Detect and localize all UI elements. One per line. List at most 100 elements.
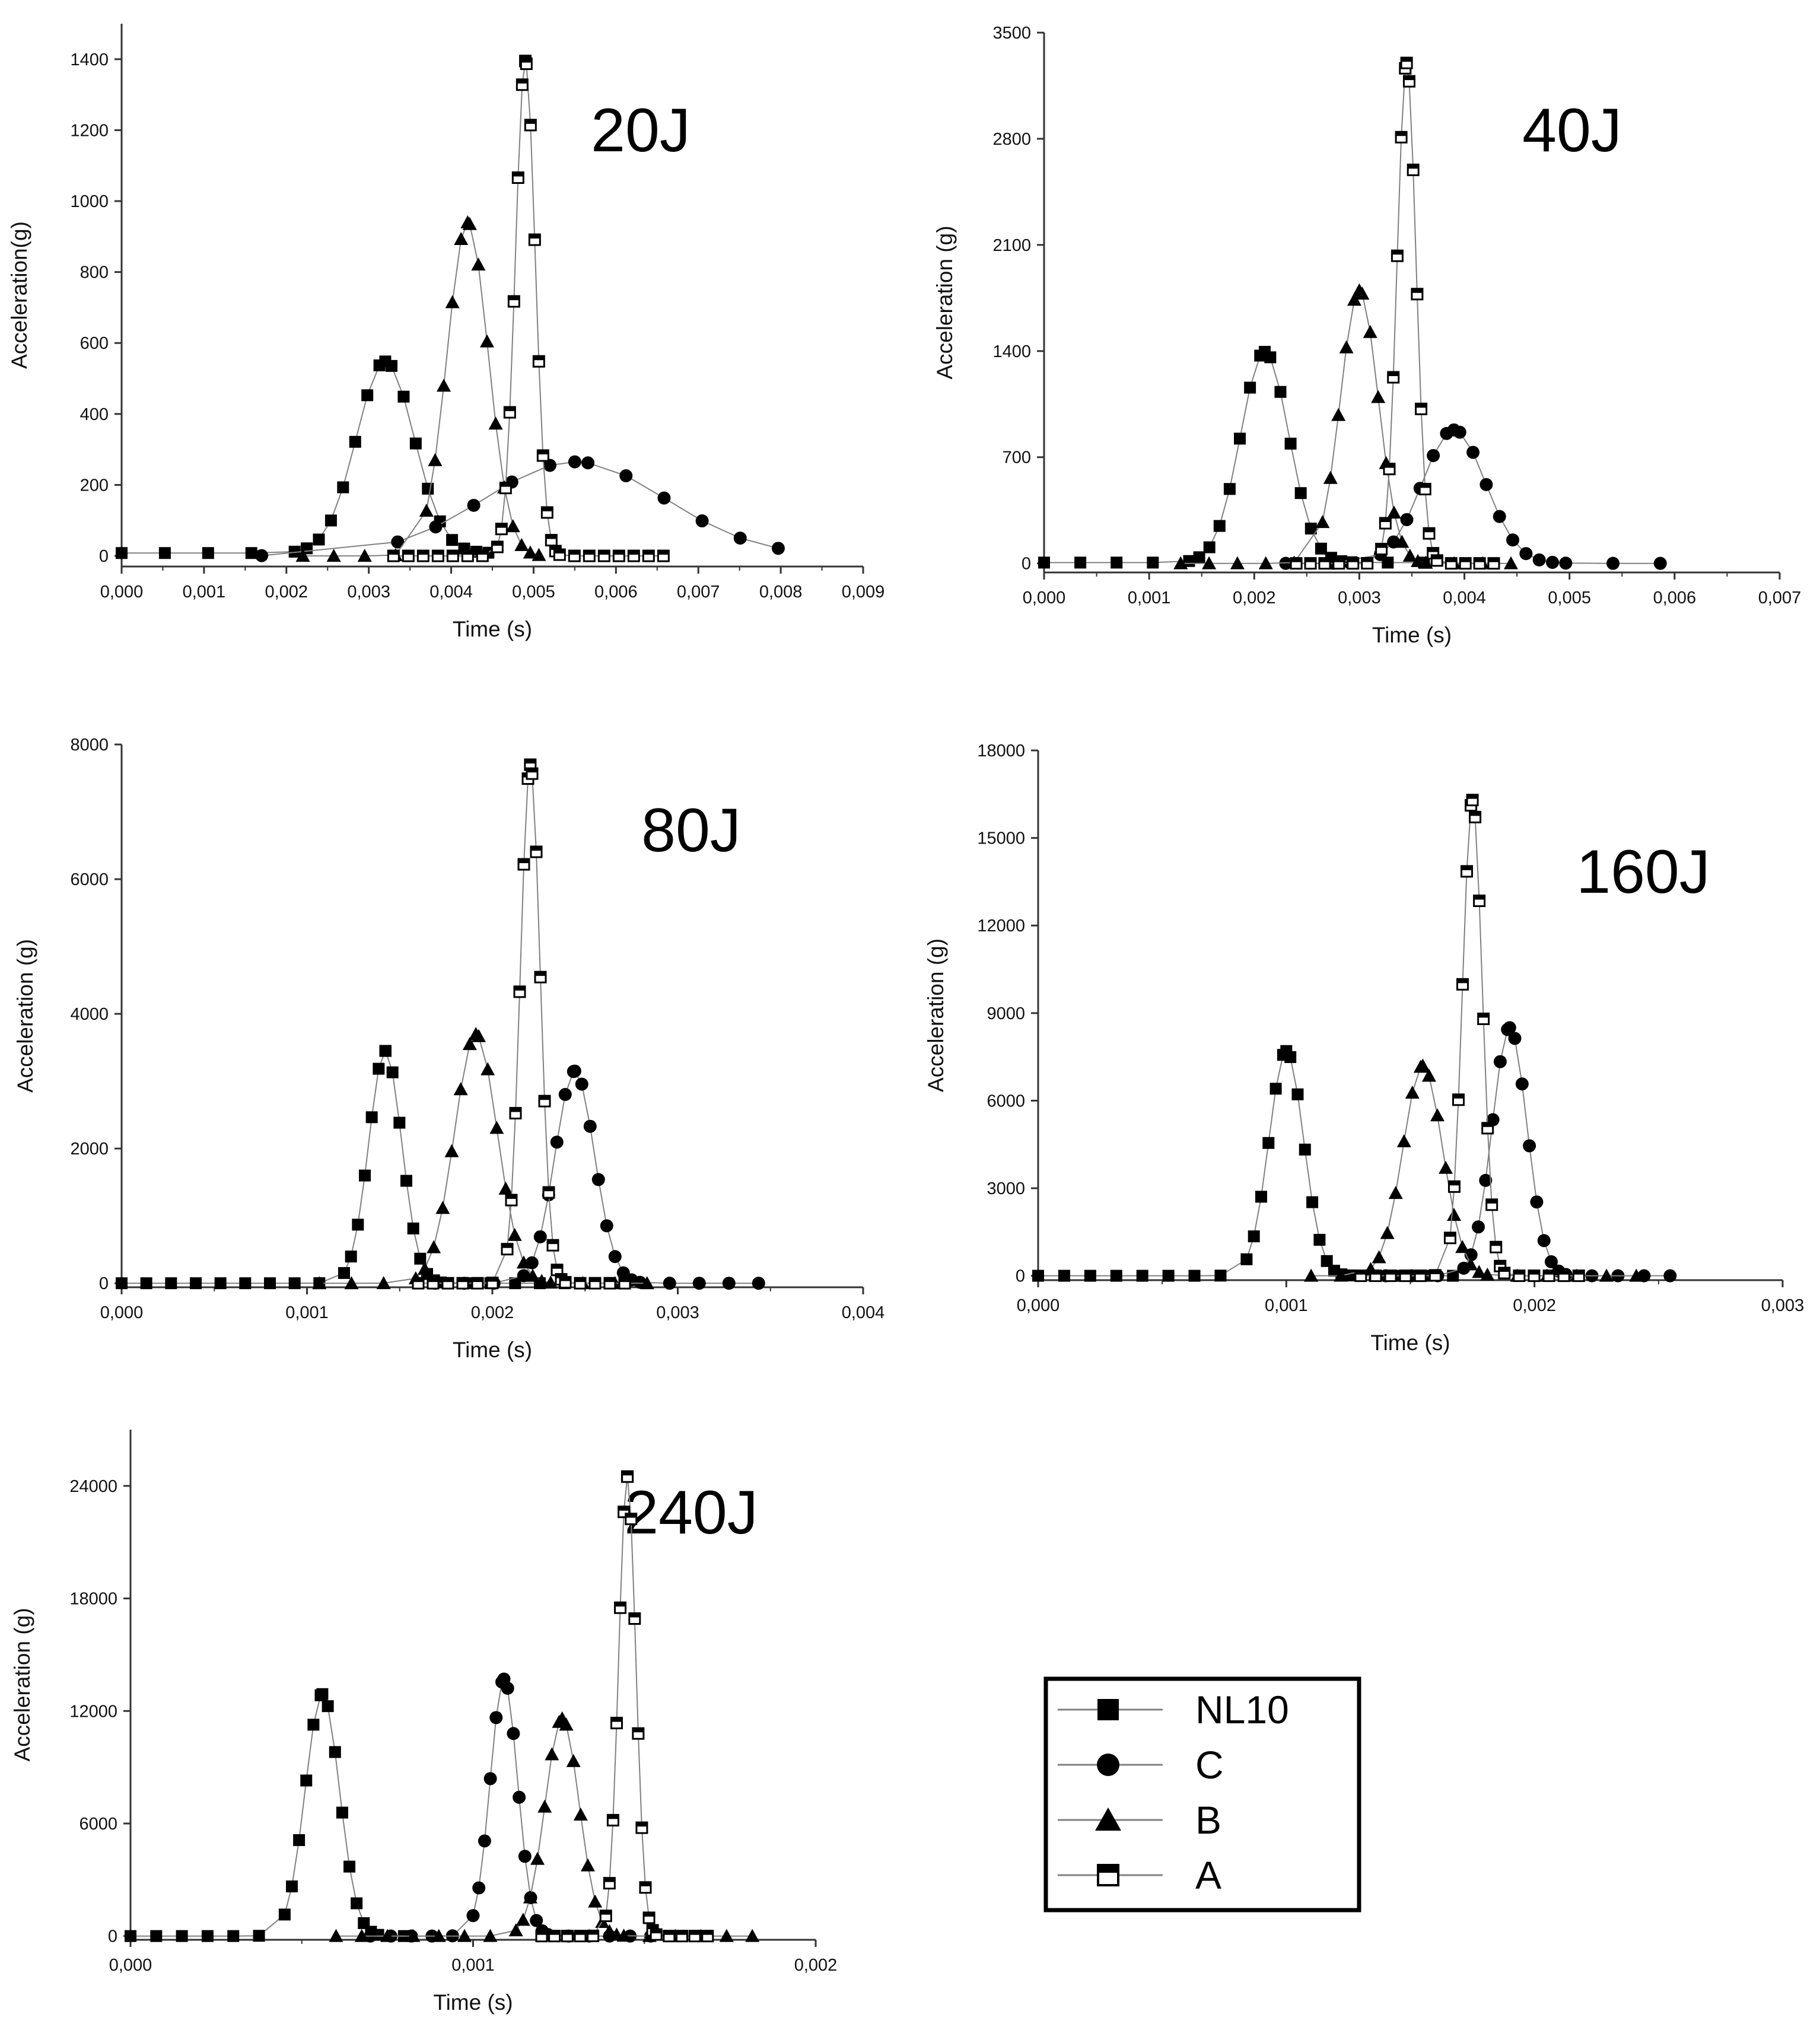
- legend-label-b: B: [1195, 1798, 1221, 1842]
- data-point-a: [612, 549, 625, 562]
- data-point-a: [412, 1277, 425, 1290]
- series-a: [535, 1470, 714, 1943]
- data-point-a: [499, 482, 512, 495]
- data-point-nl10: [1248, 1230, 1260, 1243]
- data-point-c: [472, 1881, 486, 1895]
- data-point-b: [472, 1029, 486, 1042]
- data-point-b: [326, 549, 341, 562]
- data-point-nl10: [324, 514, 337, 527]
- data-point-b: [1202, 556, 1217, 569]
- data-point-b: [295, 549, 310, 562]
- data-point-nl10: [352, 1218, 364, 1231]
- data-point-b: [329, 1929, 343, 1942]
- data-point-c: [568, 1064, 581, 1078]
- data-point-c: [1545, 1255, 1558, 1268]
- chart-panel-20j: 0,000 0,001 0,002 0,003 0,004 0,005 0,006 0,007…: [7, 24, 884, 641]
- y-tick-label: 18000: [69, 1590, 117, 1609]
- data-point-nl10: [201, 1930, 214, 1942]
- data-point-c: [1400, 513, 1414, 526]
- data-point-b: [1331, 408, 1346, 421]
- data-point-a: [1399, 1269, 1412, 1283]
- x-tick-label: 0,006: [1653, 588, 1697, 607]
- data-point-a: [486, 1277, 499, 1290]
- x-tick-label: 0,001: [1265, 1296, 1308, 1315]
- data-point-nl10: [1284, 437, 1297, 450]
- data-point-b: [462, 1037, 477, 1051]
- data-point-a: [1443, 1232, 1456, 1245]
- data-point-c: [1508, 1032, 1522, 1045]
- data-point-a: [1384, 1269, 1397, 1283]
- data-point-a: [491, 540, 504, 553]
- data-point-b: [1447, 1208, 1462, 1221]
- x-axis-title: Time (s): [453, 617, 532, 641]
- data-point-b: [1371, 390, 1386, 403]
- data-point-a: [675, 1930, 688, 1943]
- data-point-a: [621, 1470, 634, 1483]
- y-tick-label: 12000: [977, 917, 1025, 935]
- data-point-nl10: [1264, 351, 1277, 364]
- y-tick-label: 6000: [70, 870, 109, 889]
- series-c: [255, 455, 785, 562]
- x-tick-label: 0,000: [100, 583, 144, 602]
- data-point-b: [1395, 534, 1409, 548]
- data-point-b: [445, 295, 460, 308]
- data-point-a: [559, 1276, 572, 1289]
- x-tick-label: 0,001: [451, 1956, 495, 1975]
- data-point-nl10: [386, 359, 397, 372]
- series-a: [1354, 794, 1585, 1283]
- y-tick-label: 15000: [977, 829, 1025, 848]
- data-point-nl10: [1284, 1051, 1297, 1064]
- data-point-c: [1427, 448, 1440, 462]
- data-point-c: [722, 1277, 736, 1290]
- x-tick-label: 0,004: [429, 583, 473, 602]
- data-point-a: [553, 548, 566, 561]
- data-point-b: [489, 1121, 504, 1134]
- data-point-nl10: [1234, 432, 1246, 445]
- x-axis-title: Time (s): [1370, 1331, 1450, 1355]
- data-point-nl10: [1313, 1233, 1326, 1246]
- data-point-a: [1477, 1012, 1490, 1025]
- x-tick-label: 0,003: [347, 583, 390, 602]
- data-point-nl10: [1223, 483, 1236, 495]
- y-tick-label: 2100: [992, 236, 1031, 255]
- y-tick-label: 800: [80, 263, 109, 282]
- data-point-b: [1230, 556, 1245, 569]
- data-point-a: [1430, 554, 1443, 567]
- data-point-a: [1379, 517, 1392, 530]
- data-point-b: [505, 519, 520, 533]
- data-point-nl10: [1203, 541, 1216, 553]
- x-tick-label: 0,005: [512, 583, 555, 602]
- data-point-b: [1396, 1134, 1411, 1147]
- data-point-b: [514, 537, 529, 551]
- data-point-b: [573, 1807, 588, 1821]
- data-point-b: [1472, 1265, 1487, 1278]
- data-point-a: [1415, 402, 1428, 415]
- data-point-b: [376, 1276, 391, 1290]
- data-point-a: [628, 1612, 641, 1625]
- data-point-b: [312, 1276, 327, 1290]
- data-point-a: [534, 970, 547, 984]
- data-point-nl10: [176, 1930, 188, 1942]
- data-point-a: [503, 406, 516, 419]
- data-point-nl10: [365, 1111, 378, 1124]
- data-point-b: [354, 1929, 369, 1942]
- data-point-nl10: [116, 547, 128, 559]
- data-point-b: [431, 1929, 446, 1942]
- data-point-a: [1481, 1122, 1494, 1135]
- data-point-b: [580, 1858, 595, 1872]
- y-tick-label: 200: [80, 476, 109, 495]
- data-point-c: [1515, 1077, 1529, 1091]
- data-point-a: [1513, 1269, 1526, 1283]
- data-point-b: [1504, 556, 1519, 569]
- data-point-c: [483, 1772, 497, 1786]
- data-point-b: [479, 334, 494, 348]
- chart-panel-80j: 0,000 0,001 0,002 0,003 0,004 0 2000 4000 6000 80…: [13, 736, 884, 1362]
- data-point-c: [558, 1088, 572, 1102]
- data-point-c: [507, 1727, 520, 1740]
- data-point-a: [505, 1194, 518, 1207]
- data-point-a: [583, 549, 596, 562]
- data-point-nl10: [1183, 555, 1195, 567]
- data-point-c: [255, 549, 269, 562]
- data-point-c: [1472, 1220, 1485, 1234]
